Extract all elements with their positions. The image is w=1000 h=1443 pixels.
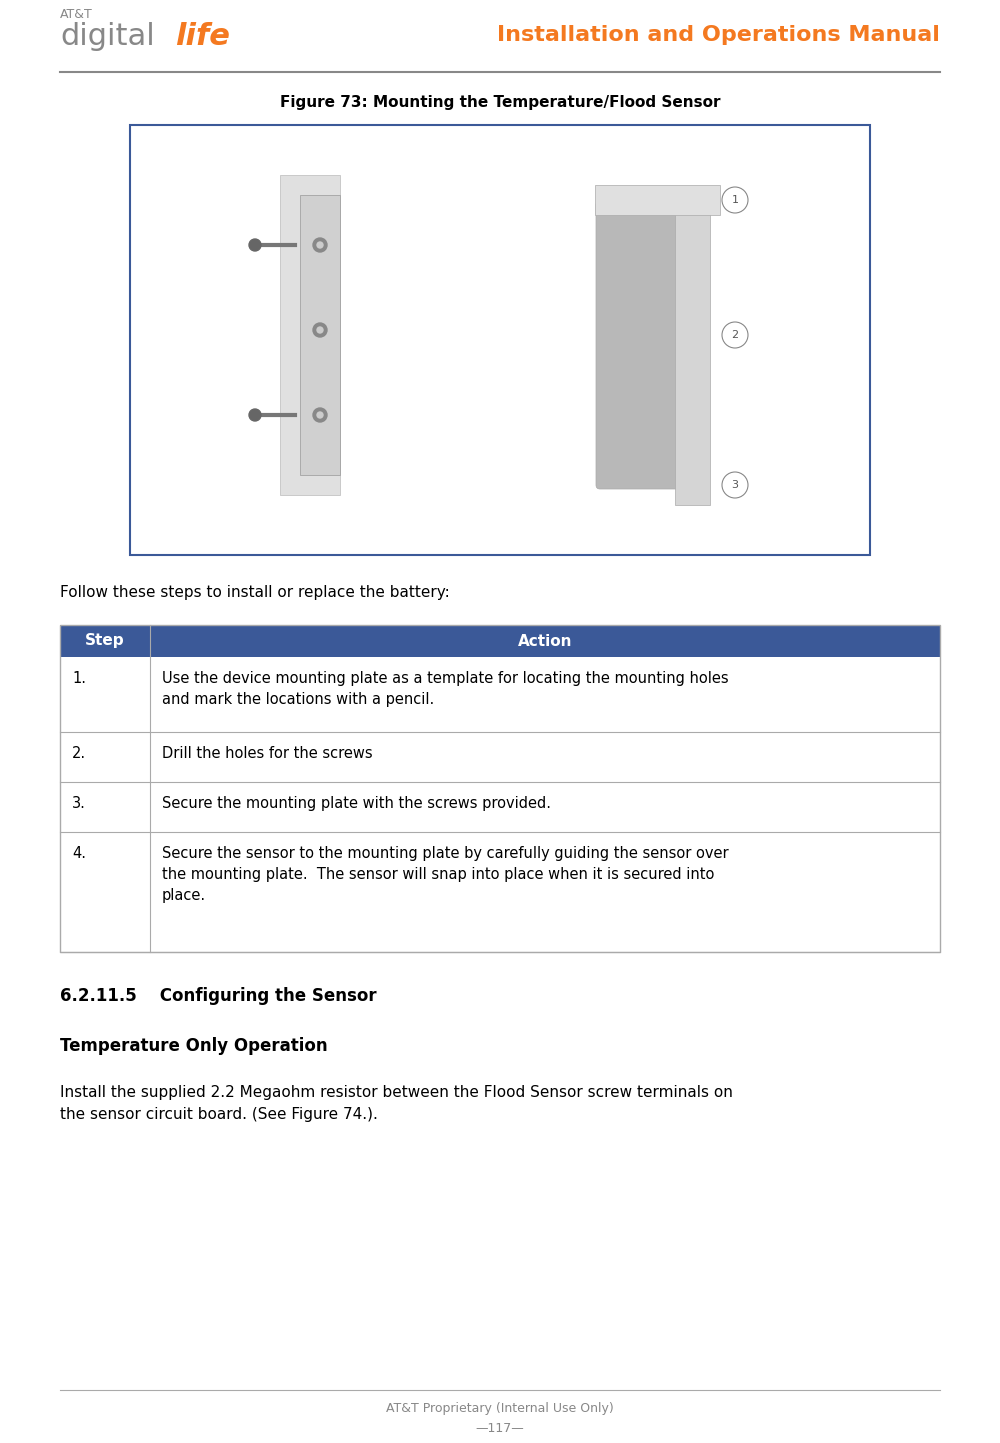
Text: Install the supplied 2.2 Megaohm resistor between the Flood Sensor screw termina: Install the supplied 2.2 Megaohm resisto…: [60, 1085, 733, 1123]
Circle shape: [313, 323, 327, 338]
Text: Temperature Only Operation: Temperature Only Operation: [60, 1038, 328, 1055]
Bar: [280, 175, 340, 495]
Text: 1: 1: [732, 195, 738, 205]
Text: life: life: [175, 22, 230, 51]
Circle shape: [313, 238, 327, 253]
Circle shape: [317, 242, 323, 248]
Circle shape: [317, 328, 323, 333]
Circle shape: [317, 413, 323, 418]
FancyBboxPatch shape: [596, 201, 684, 489]
Text: AT&T Proprietary (Internal Use Only): AT&T Proprietary (Internal Use Only): [386, 1403, 614, 1416]
Text: Drill the holes for the screws: Drill the holes for the screws: [162, 746, 373, 760]
Text: 1.: 1.: [72, 671, 86, 685]
Bar: [60, 657, 940, 732]
Circle shape: [722, 188, 748, 214]
Text: Figure 73: Mounting the Temperature/Flood Sensor: Figure 73: Mounting the Temperature/Floo…: [280, 95, 720, 110]
Text: Secure the mounting plate with the screws provided.: Secure the mounting plate with the screw…: [162, 797, 551, 811]
Text: AT&T: AT&T: [60, 9, 93, 22]
Bar: [60, 833, 940, 952]
Text: 6.2.11.5    Configuring the Sensor: 6.2.11.5 Configuring the Sensor: [60, 987, 377, 1004]
Circle shape: [722, 322, 748, 348]
Text: digital: digital: [60, 22, 155, 51]
Circle shape: [249, 408, 261, 421]
Text: 2: 2: [731, 330, 739, 341]
Text: Step: Step: [85, 633, 125, 648]
Text: —117—: —117—: [476, 1421, 524, 1434]
Text: Secure the sensor to the mounting plate by carefully guiding the sensor over
the: Secure the sensor to the mounting plate …: [162, 846, 729, 903]
Bar: [60, 625, 940, 657]
Circle shape: [722, 472, 748, 498]
Bar: [60, 782, 940, 833]
Text: 4.: 4.: [72, 846, 86, 861]
Text: 3: 3: [732, 481, 738, 491]
Text: Action: Action: [518, 633, 572, 648]
Text: Installation and Operations Manual: Installation and Operations Manual: [497, 25, 940, 45]
Circle shape: [249, 240, 261, 251]
Bar: [130, 126, 870, 556]
Bar: [60, 625, 940, 952]
Circle shape: [313, 408, 327, 421]
Bar: [595, 185, 720, 215]
Text: Use the device mounting plate as a template for locating the mounting holes
and : Use the device mounting plate as a templ…: [162, 671, 729, 707]
Text: 2.: 2.: [72, 746, 86, 760]
Bar: [675, 195, 710, 505]
Text: 3.: 3.: [72, 797, 86, 811]
Text: Follow these steps to install or replace the battery:: Follow these steps to install or replace…: [60, 584, 450, 600]
Bar: [300, 195, 340, 475]
Bar: [60, 732, 940, 782]
